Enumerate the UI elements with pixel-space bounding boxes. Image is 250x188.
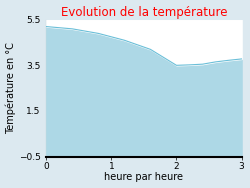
Title: Evolution de la température: Evolution de la température — [61, 6, 227, 19]
X-axis label: heure par heure: heure par heure — [104, 172, 184, 182]
Y-axis label: Température en °C: Température en °C — [6, 42, 16, 134]
